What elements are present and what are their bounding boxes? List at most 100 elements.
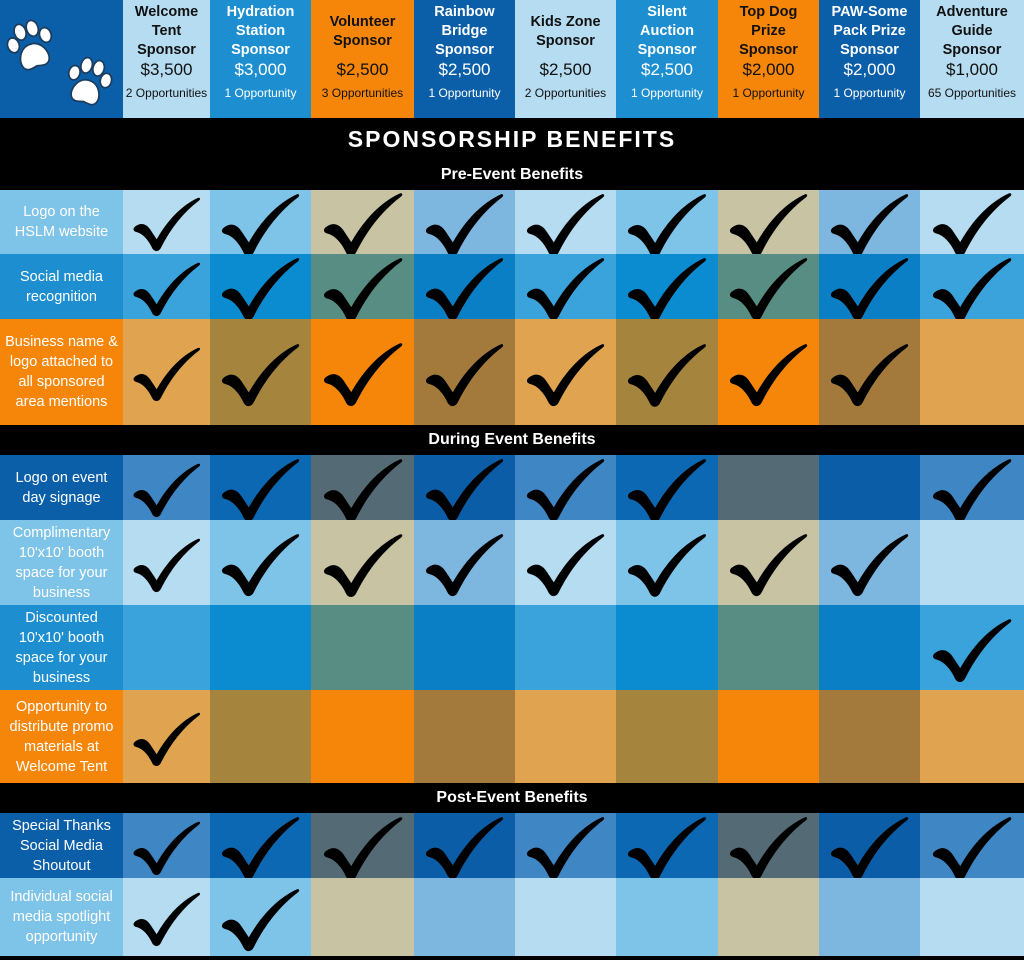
benefit-cell [920, 690, 1024, 783]
benefit-cell [920, 190, 1024, 254]
benefit-cell [123, 605, 210, 690]
checkmark-icon [222, 459, 300, 522]
section-heading: Pre-Event Benefits [0, 160, 1024, 190]
benefit-cell [616, 605, 718, 690]
benefit-cell [515, 690, 616, 783]
benefit-cell [718, 813, 819, 878]
sponsor-opportunities: 2 Opportunities [125, 86, 208, 100]
checkmark-icon [730, 194, 808, 256]
checkmark-icon [831, 534, 909, 597]
benefit-cell [414, 190, 515, 254]
benefit-label: Logo on the HSLM website [0, 190, 123, 254]
benefit-cell [718, 690, 819, 783]
checkmark-icon [133, 198, 200, 252]
sponsor-name: Adventure Guide Sponsor [936, 4, 1008, 58]
benefit-label: Discounted 10'x10' booth space for your … [0, 605, 123, 690]
benefit-cell [920, 455, 1024, 520]
sponsor-price: $2,500 [336, 60, 389, 79]
benefit-cell [920, 520, 1024, 605]
sponsor-header: Top Dog Prize Sponsor $2,000 1 Opportunity [718, 0, 819, 118]
sponsor-opportunities: 65 Opportunities [927, 86, 1017, 100]
benefit-cell [515, 254, 616, 319]
benefit-cell [414, 520, 515, 605]
benefit-cell [819, 520, 920, 605]
checkmark-icon [527, 344, 605, 406]
benefit-cell [311, 254, 414, 319]
sponsor-price: $3,500 [140, 60, 193, 79]
checkmark-icon [527, 194, 605, 256]
benefit-cell [210, 813, 311, 878]
benefit-cell [616, 878, 718, 956]
benefit-cell [920, 254, 1024, 319]
benefit-label: Individual social media spotlight opport… [0, 878, 123, 956]
checkmark-icon [133, 538, 200, 593]
sponsor-opportunities: 2 Opportunities [524, 86, 607, 100]
benefit-cell [414, 319, 515, 425]
benefit-cell [123, 520, 210, 605]
benefit-cell [718, 605, 819, 690]
sponsor-price: $2,500 [438, 60, 491, 79]
benefit-cell [819, 190, 920, 254]
checkmark-icon [426, 817, 504, 880]
checkmark-icon [730, 817, 808, 880]
sponsor-name: Silent Auction Sponsor [637, 4, 697, 58]
checkmark-icon [426, 534, 504, 597]
benefit-cell [819, 605, 920, 690]
page-title: SPONSORSHIP BENEFITS [0, 118, 1024, 160]
sponsor-name: Kids Zone Sponsor [530, 13, 601, 49]
checkmark-icon [426, 258, 504, 321]
sponsor-opportunities: 1 Opportunity [732, 86, 805, 100]
checkmark-icon [133, 712, 200, 767]
sponsor-header: Kids Zone Sponsor $2,500 2 Opportunities [515, 0, 616, 118]
sponsor-name: PAW-Some Pack Prize Sponsor [831, 4, 908, 58]
checkmark-icon [222, 258, 300, 321]
checkmark-icon [730, 258, 808, 321]
benefit-cell [515, 878, 616, 956]
checkmark-icon [932, 193, 1012, 257]
sponsor-name: Top Dog Prize Sponsor [739, 4, 798, 58]
sponsor-opportunities: 1 Opportunity [833, 86, 906, 100]
sponsor-price: $2,000 [843, 60, 896, 79]
checkmark-icon [628, 343, 707, 407]
benefit-cell [819, 455, 920, 520]
benefit-cell [123, 878, 210, 956]
checkmark-icon [831, 344, 909, 406]
benefit-cell [920, 813, 1024, 878]
benefit-cell [515, 813, 616, 878]
checkmark-icon [133, 893, 200, 947]
sponsor-price: $1,000 [946, 60, 998, 79]
benefit-cell [311, 813, 414, 878]
benefit-label: Complimentary 10'x10' booth space for yo… [0, 520, 123, 605]
checkmark-icon [133, 262, 200, 317]
sponsor-header: Adventure Guide Sponsor $1,000 65 Opportun… [920, 0, 1024, 118]
benefit-cell [616, 319, 718, 425]
checkmark-icon [628, 817, 707, 880]
benefit-cell [718, 455, 819, 520]
checkmark-icon [222, 817, 300, 880]
checkmark-icon [426, 194, 504, 256]
sponsor-name: Welcome Tent Sponsor [134, 4, 199, 58]
checkmark-icon [323, 343, 402, 407]
sponsor-price: $2,500 [641, 60, 693, 79]
benefit-cell [616, 455, 718, 520]
benefit-label: Social media recognition [0, 254, 123, 319]
benefit-label: Special Thanks Social Media Shoutout [0, 813, 123, 878]
benefit-cell [210, 690, 311, 783]
sponsor-price: $3,000 [234, 60, 287, 79]
checkmark-icon [932, 817, 1012, 880]
sponsor-opportunities: 1 Opportunity [428, 86, 501, 100]
sponsor-header: Welcome Tent Sponsor $3,500 2 Opportunitie… [123, 0, 210, 118]
benefit-cell [718, 520, 819, 605]
benefit-cell [414, 254, 515, 319]
benefit-cell [123, 690, 210, 783]
benefit-cell [311, 520, 414, 605]
checkmark-icon [932, 459, 1012, 522]
sponsor-opportunities: 1 Opportunity [224, 86, 297, 100]
benefit-cell [210, 254, 311, 319]
checkmark-icon [527, 459, 605, 522]
sponsor-opportunities: 1 Opportunity [630, 86, 704, 100]
benefit-cell [210, 319, 311, 425]
checkmark-icon [527, 534, 605, 597]
benefit-cell [311, 878, 414, 956]
